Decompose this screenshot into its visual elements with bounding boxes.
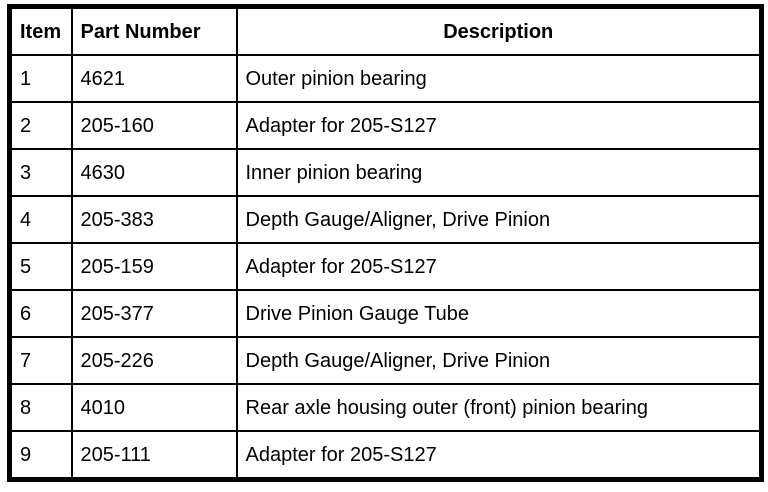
cell-item: 5 — [8, 242, 73, 291]
cell-description: Adapter for 205-S127 — [235, 242, 763, 291]
cell-description: Outer pinion bearing — [235, 54, 763, 103]
cell-description: Inner pinion bearing — [235, 148, 763, 197]
cell-description: Rear axle housing outer (front) pinion b… — [235, 383, 763, 432]
parts-table: Item Part Number Description 1 4621 Oute… — [7, 4, 764, 482]
cell-part-number: 4010 — [70, 383, 238, 432]
table-row: 1 4621 Outer pinion bearing — [8, 54, 763, 103]
column-header-part-number: Part Number — [70, 5, 238, 56]
cell-item: 1 — [8, 54, 73, 103]
cell-part-number: 205-160 — [70, 101, 238, 150]
cell-part-number: 205-383 — [70, 195, 238, 244]
cell-item: 3 — [8, 148, 73, 197]
cell-item: 7 — [8, 336, 73, 385]
cell-part-number: 205-111 — [70, 430, 238, 481]
cell-part-number: 205-226 — [70, 336, 238, 385]
table-row: 6 205-377 Drive Pinion Gauge Tube — [8, 289, 763, 338]
cell-description: Adapter for 205-S127 — [235, 101, 763, 150]
table-row: 3 4630 Inner pinion bearing — [8, 148, 763, 197]
cell-description: Depth Gauge/Aligner, Drive Pinion — [235, 336, 763, 385]
table-header-row: Item Part Number Description — [8, 5, 763, 56]
cell-item: 9 — [8, 430, 73, 481]
table-row: 7 205-226 Depth Gauge/Aligner, Drive Pin… — [8, 336, 763, 385]
cell-description: Drive Pinion Gauge Tube — [235, 289, 763, 338]
column-header-item: Item — [8, 5, 73, 56]
cell-item: 8 — [8, 383, 73, 432]
cell-item: 4 — [8, 195, 73, 244]
cell-part-number: 205-377 — [70, 289, 238, 338]
cell-part-number: 205-159 — [70, 242, 238, 291]
cell-part-number: 4621 — [70, 54, 238, 103]
table-row: 5 205-159 Adapter for 205-S127 — [8, 242, 763, 291]
cell-item: 6 — [8, 289, 73, 338]
cell-description: Depth Gauge/Aligner, Drive Pinion — [235, 195, 763, 244]
table-row: 8 4010 Rear axle housing outer (front) p… — [8, 383, 763, 432]
table-row: 4 205-383 Depth Gauge/Aligner, Drive Pin… — [8, 195, 763, 244]
cell-description: Adapter for 205-S127 — [235, 430, 763, 481]
table-row: 2 205-160 Adapter for 205-S127 — [8, 101, 763, 150]
cell-item: 2 — [8, 101, 73, 150]
cell-part-number: 4630 — [70, 148, 238, 197]
column-header-description: Description — [235, 5, 763, 56]
table-row: 9 205-111 Adapter for 205-S127 — [8, 430, 763, 481]
